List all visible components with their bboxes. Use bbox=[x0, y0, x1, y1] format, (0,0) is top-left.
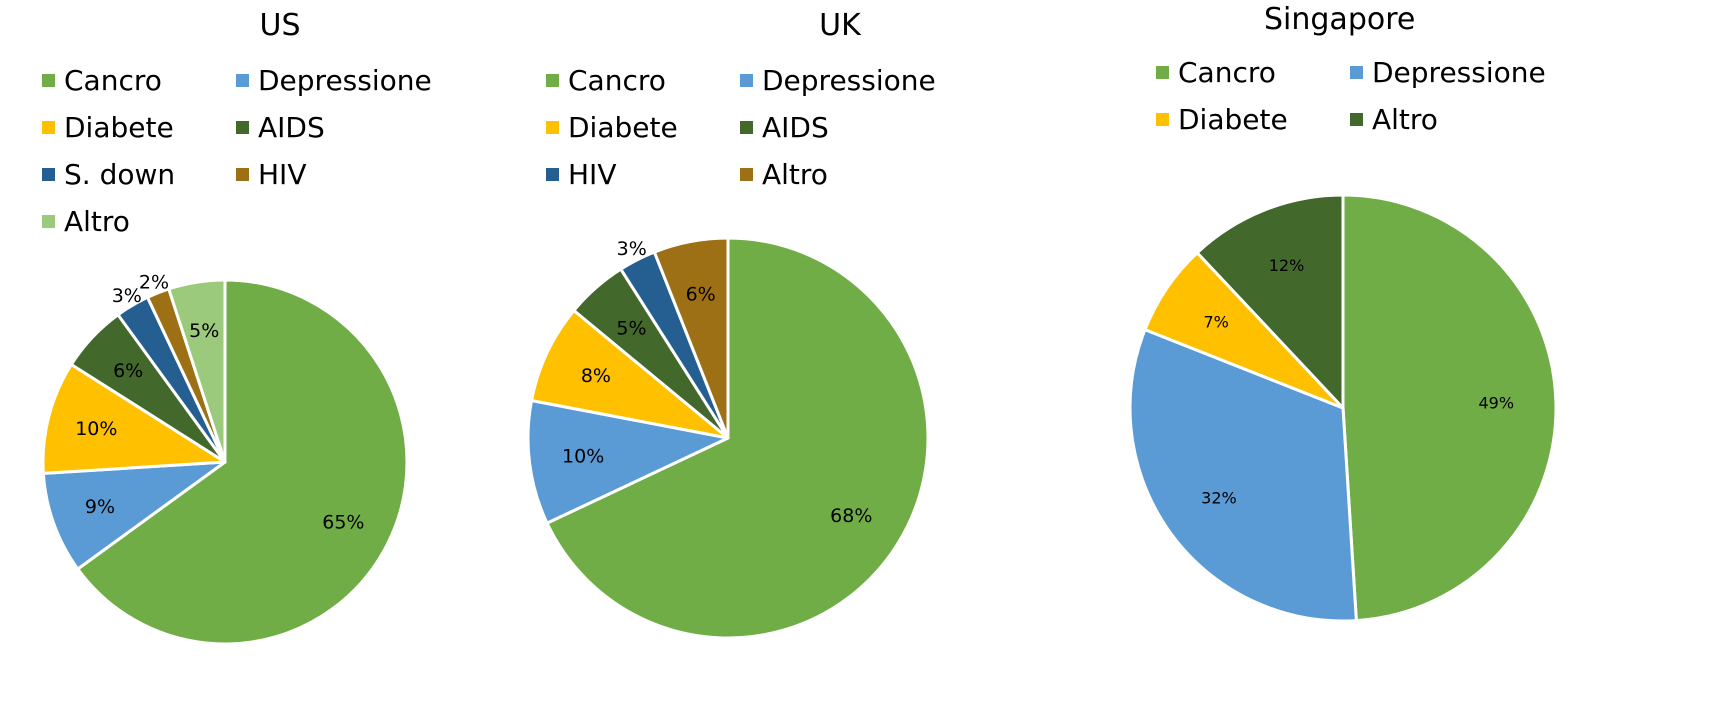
legend-label: Depressione bbox=[1372, 56, 1546, 89]
legend-item: Cancro bbox=[42, 62, 218, 99]
legend-item: Diabete bbox=[1156, 101, 1332, 138]
pie-slice-cancro bbox=[545, 236, 930, 640]
legend-label: Depressione bbox=[258, 64, 432, 97]
legend: Cancro Depressione Diabete Altro bbox=[1156, 54, 1560, 138]
legend-label: Altro bbox=[64, 205, 130, 238]
legend-item: Diabete bbox=[546, 109, 722, 146]
legend-swatch bbox=[740, 168, 753, 181]
legend-item: Cancro bbox=[1156, 54, 1332, 91]
legend-label: Cancro bbox=[568, 64, 666, 97]
data-label: 5% bbox=[616, 317, 646, 339]
legend-label: Cancro bbox=[1178, 56, 1276, 89]
legend-swatch bbox=[546, 168, 559, 181]
data-label: 2% bbox=[139, 272, 169, 294]
legend-swatch bbox=[1156, 113, 1169, 126]
legend-label: Diabete bbox=[1178, 103, 1288, 136]
legend-swatch bbox=[1350, 66, 1363, 79]
legend-item: Depressione bbox=[1350, 54, 1560, 91]
pie-plot: 65% 9% 10% 6% 3%2% 5% bbox=[41, 272, 409, 646]
legend-label: S. down bbox=[64, 158, 176, 191]
data-label: 12% bbox=[1269, 256, 1305, 275]
legend-label: Altro bbox=[1372, 103, 1438, 136]
data-label: 8% bbox=[581, 365, 611, 387]
legend-swatch bbox=[236, 121, 249, 134]
data-label: 3% bbox=[617, 238, 647, 260]
legend-swatch bbox=[42, 121, 55, 134]
legend-item: AIDS bbox=[740, 109, 940, 146]
pie-slice-depressione bbox=[526, 399, 730, 525]
data-label: 6% bbox=[686, 284, 716, 306]
legend-swatch bbox=[42, 215, 55, 228]
legend-swatch bbox=[42, 168, 55, 181]
pie-slice-altro bbox=[652, 236, 730, 440]
pie-plot: 49% 32% 7% 12% bbox=[1128, 193, 1558, 623]
legend-swatch bbox=[1156, 66, 1169, 79]
pie-slice-depressione bbox=[41, 460, 227, 571]
legend-label: Depressione bbox=[762, 64, 936, 97]
pie-slice-diabete bbox=[530, 309, 730, 440]
legend-item: HIV bbox=[546, 156, 722, 193]
legend-item: Diabete bbox=[42, 109, 218, 146]
legend-item: AIDS bbox=[236, 109, 436, 146]
legend-swatch bbox=[236, 74, 249, 87]
legend-label: Cancro bbox=[64, 64, 162, 97]
pie-slice-altro bbox=[167, 278, 227, 464]
pie-chart-us: US Cancro Depressione Diabete AIDS S. down HI… bbox=[0, 0, 560, 718]
legend-swatch bbox=[740, 121, 753, 134]
data-label: 68% bbox=[830, 505, 872, 527]
chart-title: US bbox=[259, 8, 301, 43]
legend-swatch bbox=[1350, 113, 1363, 126]
legend-item: HIV bbox=[236, 156, 436, 193]
legend-item: S. down bbox=[42, 156, 218, 193]
pie-slice-diabete bbox=[41, 362, 227, 475]
legend-swatch bbox=[546, 121, 559, 134]
legend-label: Altro bbox=[762, 158, 828, 191]
legend-item: Cancro bbox=[546, 62, 722, 99]
legend-swatch bbox=[236, 168, 249, 181]
data-label: 5% bbox=[189, 320, 219, 342]
legend-item: Altro bbox=[42, 203, 218, 240]
data-label: 10% bbox=[75, 418, 117, 440]
legend-item: Depressione bbox=[236, 62, 436, 99]
data-label: 3% bbox=[112, 285, 142, 307]
pie-chart-singapore: Singapore Cancro Depressione Diabete Altro … bbox=[1120, 0, 1710, 718]
legend-label: AIDS bbox=[258, 111, 325, 144]
legend-label: HIV bbox=[568, 158, 617, 191]
data-label: 7% bbox=[1203, 312, 1228, 331]
legend-label: Diabete bbox=[64, 111, 174, 144]
data-label: 65% bbox=[322, 511, 364, 533]
pie-chart-uk: UK Cancro Depressione Diabete AIDS HIV Altro … bbox=[526, 0, 1120, 718]
data-label: 49% bbox=[1479, 394, 1515, 413]
chart-title: Singapore bbox=[1264, 2, 1416, 37]
legend-swatch bbox=[740, 74, 753, 87]
data-label: 9% bbox=[85, 496, 115, 518]
data-label: 10% bbox=[562, 445, 604, 467]
pie-slice-cancro bbox=[76, 278, 409, 646]
legend-swatch bbox=[546, 74, 559, 87]
pie-plot: 68% 10% 8% 5% 3% 6% bbox=[526, 236, 930, 640]
pie-slice-cancro bbox=[1341, 193, 1558, 623]
legend: Cancro Depressione Diabete AIDS HIV Altro bbox=[546, 62, 940, 193]
data-label: 32% bbox=[1201, 489, 1237, 508]
data-label: 6% bbox=[113, 360, 143, 382]
pie-slice-altro bbox=[1195, 193, 1345, 410]
legend: Cancro Depressione Diabete AIDS S. down HIV Al… bbox=[42, 62, 436, 240]
legend-label: HIV bbox=[258, 158, 307, 191]
legend-item: Altro bbox=[1350, 101, 1560, 138]
legend-item: Altro bbox=[740, 156, 940, 193]
chart-title: UK bbox=[819, 8, 861, 43]
legend-item: Depressione bbox=[740, 62, 940, 99]
legend-label: Diabete bbox=[568, 111, 678, 144]
legend-swatch bbox=[42, 74, 55, 87]
legend-label: AIDS bbox=[762, 111, 829, 144]
pie-slice-depressione bbox=[1128, 328, 1358, 623]
